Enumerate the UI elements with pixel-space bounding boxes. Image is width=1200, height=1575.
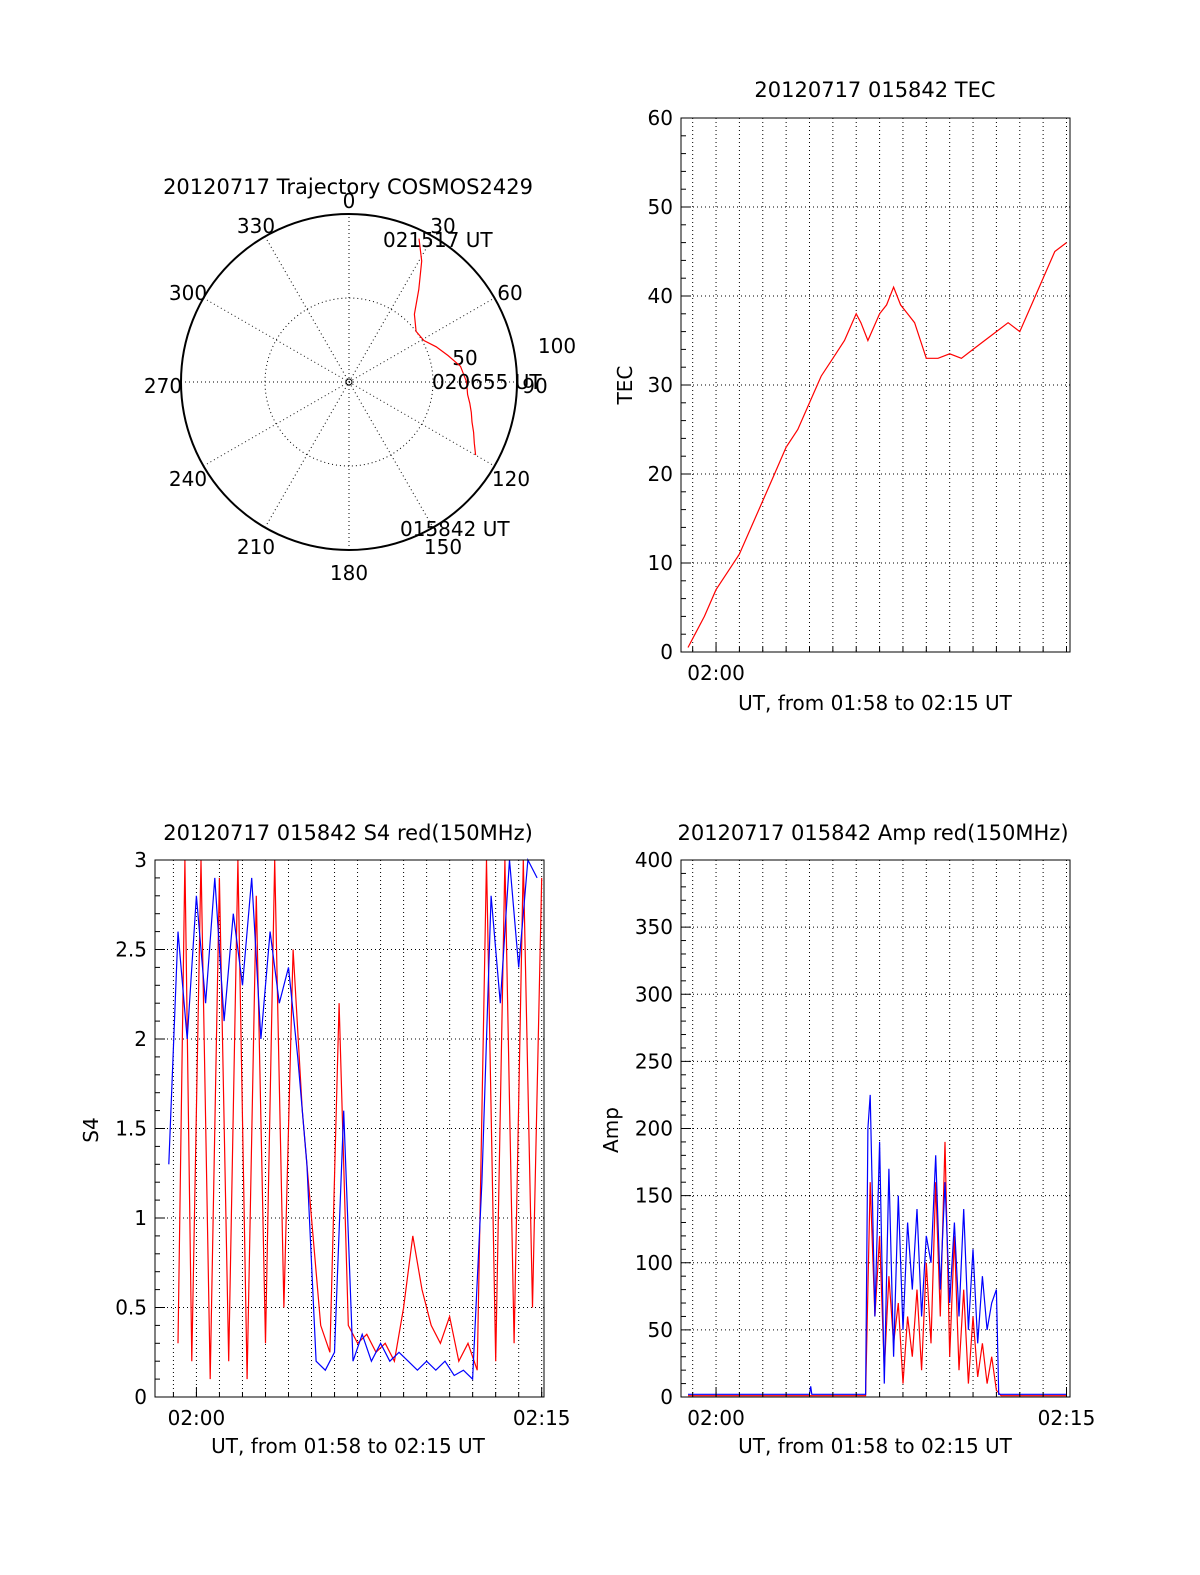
polar-center: [345, 378, 353, 386]
tec-ytick-label: 40: [648, 284, 673, 308]
polar-spoke-150: [264, 236, 434, 528]
amp-ytick-label: 0: [660, 1385, 673, 1409]
s4-frame: [154, 859, 545, 1398]
tec-ytick-label: 0: [660, 640, 673, 664]
s4-ytick-label: 1: [134, 1206, 147, 1230]
tec-x-ticks: 02:00: [687, 642, 1067, 685]
s4-grid: [155, 860, 544, 1397]
amp-ytick-label: 150: [635, 1184, 673, 1208]
amp-xlabel: UT, from 01:58 to 02:15 UT: [738, 1434, 1013, 1458]
tec-title: 20120717 015842 TEC: [754, 78, 995, 102]
az-label-210: 210: [237, 535, 275, 559]
s4-ytick-label: 0: [134, 1385, 147, 1409]
s4-ytick-label: 3: [134, 848, 147, 872]
s4-ytick-label: 1.5: [115, 1117, 147, 1141]
amp-ytick-label: 400: [635, 848, 673, 872]
amp-blue-series: [688, 1094, 1067, 1395]
trajectory-line: [413, 238, 477, 456]
polar-spokes: [181, 214, 517, 550]
az-label-240: 240: [169, 467, 207, 491]
amp-x-ticks: 02:00 02:15: [687, 1387, 1095, 1430]
amp-ytick-label: 350: [635, 915, 673, 939]
polar-plot: 20120717 Trajectory COSMOS2429 0 30 60 9…: [144, 175, 576, 585]
amp-ylabel: Amp: [599, 1107, 623, 1153]
tec-xlabel: UT, from 01:58 to 02:15 UT: [738, 691, 1013, 715]
s4-xtick-label: 02:00: [168, 1406, 226, 1430]
s4-ytick-label: 2.5: [115, 938, 147, 962]
az-label-0: 0: [343, 189, 356, 213]
az-label-180: 180: [330, 561, 368, 585]
amp-ytick-label: 200: [635, 1117, 673, 1141]
az-label-330: 330: [237, 214, 275, 238]
amp-xtick-label: 02:15: [1038, 1406, 1096, 1430]
time-label-021517: 021517 UT: [383, 228, 493, 252]
amp-y-ticks: 0 50 100 150 200 250 300 350 400: [635, 848, 691, 1409]
tec-ytick-label: 60: [648, 106, 673, 130]
az-label-90: 90: [522, 374, 547, 398]
amp-ytick-label: 100: [635, 1251, 673, 1275]
tec-ytick-label: 10: [648, 551, 673, 575]
s4-y-ticks: 0 0.5 1 1.5 2 2.5 3: [115, 848, 165, 1409]
amp-xtick-label: 02:00: [687, 1406, 745, 1430]
tec-xtick-label: 02:00: [687, 661, 745, 685]
tec-ylabel: TEC: [613, 366, 637, 406]
amp-plot: 20120717 015842 Amp red(150MHz) 0 50 100 15…: [599, 821, 1095, 1458]
s4-ytick-label: 0.5: [115, 1296, 147, 1320]
s4-plot: 20120717 015842 S4 red(150MHz) 0 0.5 1 1.5 2…: [79, 821, 571, 1458]
amp-red-series: [688, 1141, 1067, 1397]
s4-ylabel: S4: [79, 1117, 103, 1142]
amp-title: 20120717 015842 Amp red(150MHz): [677, 821, 1068, 845]
radial-label-50: 50: [452, 346, 477, 370]
radial-label-100: 100: [538, 334, 576, 358]
az-label-120: 120: [492, 467, 530, 491]
s4-x-ticks: 02:00 02:15: [168, 1387, 571, 1430]
polar-title: 20120717 Trajectory COSMOS2429: [163, 175, 533, 199]
az-label-30: 30: [430, 214, 455, 238]
az-label-270: 270: [144, 374, 182, 398]
amp-grid: [681, 860, 1070, 1397]
az-label-150: 150: [424, 535, 462, 559]
time-label-015842: 015842 UT: [400, 517, 510, 541]
s4-red-series: [177, 859, 543, 1380]
az-label-60: 60: [497, 281, 522, 305]
tec-ytick-label: 30: [648, 373, 673, 397]
s4-title: 20120717 015842 S4 red(150MHz): [163, 821, 533, 845]
s4-blue-series: [168, 857, 538, 1381]
tec-y-ticks: 0 10 20 30 40 50 60: [648, 106, 691, 664]
amp-ytick-label: 300: [635, 982, 673, 1006]
tec-grid: [681, 118, 1070, 652]
tec-ytick-label: 50: [648, 195, 673, 219]
s4-xlabel: UT, from 01:58 to 02:15 UT: [211, 1434, 486, 1458]
tec-series-line: [687, 242, 1067, 648]
tec-ytick-label: 20: [648, 462, 673, 486]
amp-ytick-label: 50: [648, 1318, 673, 1342]
az-label-300: 300: [169, 281, 207, 305]
time-label-020655: 020655 UT: [432, 370, 542, 394]
s4-xtick-label: 02:15: [513, 1406, 571, 1430]
s4-ytick-label: 2: [134, 1027, 147, 1051]
amp-ytick-label: 250: [635, 1049, 673, 1073]
